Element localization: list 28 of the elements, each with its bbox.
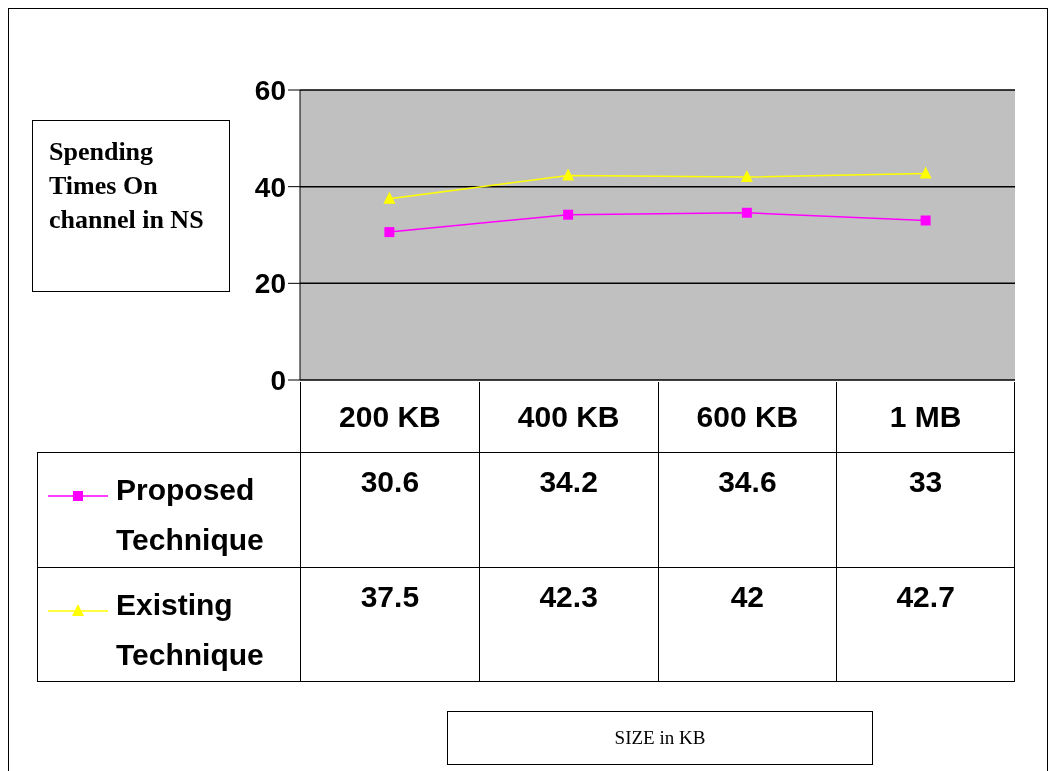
- data-label: 42: [657, 567, 837, 682]
- point: [919, 166, 932, 179]
- legend-label: Existing Technique: [116, 587, 265, 673]
- data-label: 34.6: [657, 452, 837, 567]
- point: [920, 215, 931, 226]
- point: [384, 227, 395, 238]
- x-tick-label: 1 MB: [836, 382, 1015, 452]
- x-tick-label: 600 KB: [657, 382, 837, 452]
- data-label: 34.2: [478, 452, 658, 567]
- x-tick-label: 400 KB: [478, 382, 658, 452]
- data-label: 42.7: [836, 567, 1015, 682]
- y-tick-label: 20: [254, 268, 286, 300]
- y-tick-label: 40: [254, 171, 286, 203]
- point: [563, 209, 574, 220]
- text: SIZE in KB: [447, 711, 873, 765]
- y-tick-label: 0: [270, 364, 286, 396]
- data-label: 33: [836, 452, 1015, 567]
- x-tick-label: 200 KB: [300, 382, 479, 452]
- point: [562, 168, 575, 181]
- point: [383, 191, 396, 204]
- data-label: 42.3: [478, 567, 658, 682]
- data-label: 30.6: [300, 452, 479, 567]
- y-axis-title: Spending Times On channel in NS: [32, 120, 230, 292]
- data-label: 37.5: [300, 567, 479, 682]
- legend-label: Proposed Technique: [116, 472, 265, 558]
- point: [740, 170, 753, 182]
- y-tick-label: 60: [254, 74, 286, 106]
- point: [741, 207, 752, 218]
